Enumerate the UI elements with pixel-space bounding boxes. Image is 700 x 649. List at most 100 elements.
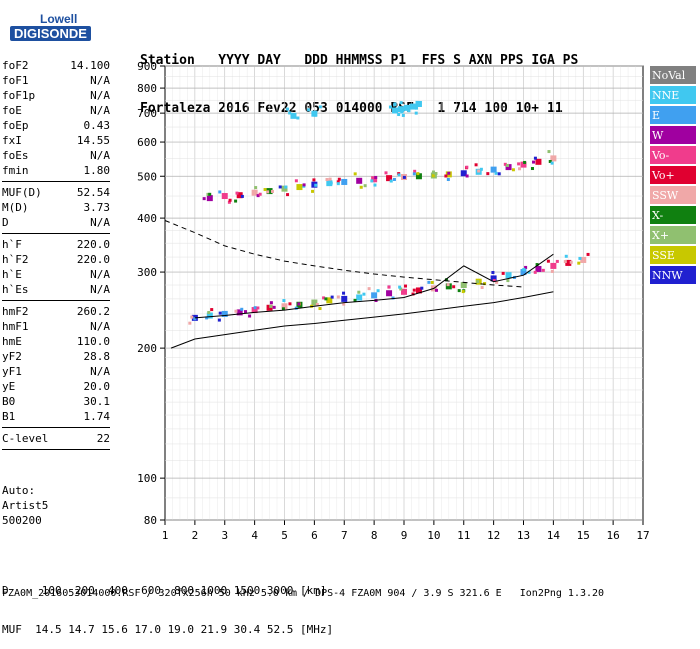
echo-point [578, 256, 582, 260]
echo-point [476, 280, 480, 284]
echo-point [586, 252, 590, 256]
echo-point [495, 280, 499, 284]
echo-point [312, 178, 316, 182]
param-label: hmF2 [2, 305, 29, 318]
echo-point [290, 112, 297, 119]
echo-point [522, 267, 526, 271]
echo-point [444, 278, 448, 282]
x-tick-label: 13 [517, 529, 530, 542]
echo-point [412, 288, 416, 292]
echo-point [407, 109, 411, 113]
x-tick-label: 4 [251, 529, 258, 542]
logo-digisonde-text: DIGISONDE [10, 26, 91, 41]
echo-point [474, 163, 478, 167]
echo-point [398, 106, 405, 113]
param-value: 0.43 [83, 119, 111, 132]
echo-point [318, 307, 322, 311]
param-value: 52.54 [76, 186, 110, 199]
y-tick-label: 300 [137, 266, 157, 279]
param-label: yF1 [2, 365, 22, 378]
legend-item-x: X- [650, 206, 696, 226]
echo-point [434, 172, 438, 176]
echo-point [208, 192, 212, 196]
param-label: foF1p [2, 89, 36, 102]
echo-point [272, 305, 276, 309]
y-tick-label: 200 [137, 342, 157, 355]
echo-point [389, 179, 393, 183]
echo-point [506, 279, 510, 283]
echo-point [533, 270, 537, 274]
echo-point [269, 301, 273, 305]
echo-point [546, 259, 550, 263]
param-label: h`E [2, 268, 22, 281]
echo-point [206, 312, 213, 319]
echo-point [254, 186, 258, 190]
echo-point [532, 160, 536, 164]
echo-point [411, 292, 415, 296]
echo-point [286, 107, 290, 111]
echo-point [342, 291, 346, 295]
echo-point [523, 160, 527, 164]
echo-point [253, 306, 257, 310]
echo-point [399, 287, 403, 291]
echo-point [234, 309, 238, 313]
echo-point [431, 174, 435, 178]
auto-code: 500200 [2, 514, 42, 527]
x-tick-label: 8 [371, 529, 378, 542]
param-row: foEs N/A [2, 148, 110, 163]
x-tick-label: 12 [487, 529, 500, 542]
echo-point [240, 194, 244, 198]
echo-point [550, 269, 554, 273]
echo-point [263, 188, 267, 192]
param-value: N/A [90, 283, 110, 296]
echo-point [357, 290, 361, 294]
x-tick-label: 5 [281, 529, 288, 542]
param-label: B0 [2, 395, 16, 408]
trace-trace-lower [170, 291, 554, 349]
echo-point [270, 189, 274, 193]
echo-point [392, 177, 396, 181]
param-separator [2, 181, 110, 182]
x-tick-label: 7 [341, 529, 348, 542]
echo-point [218, 311, 222, 315]
echo-point [371, 176, 378, 183]
echo-point [427, 280, 431, 284]
echo-point [520, 269, 527, 276]
echo-point [218, 190, 222, 194]
echo-point [359, 185, 363, 189]
echo-point [223, 312, 227, 316]
echo-point [325, 178, 329, 182]
x-tick-label: 6 [311, 529, 318, 542]
muf-table: D 100 200 400 600 800 1000 1500 3000 [km… [2, 558, 333, 649]
echo-point [205, 316, 209, 320]
echo-point [492, 279, 496, 283]
echo-point [373, 183, 377, 187]
y-tick-label: 900 [137, 60, 157, 73]
echo-point [533, 156, 537, 160]
echo-point [353, 298, 357, 302]
param-label: B1 [2, 410, 16, 423]
echo-point [392, 107, 399, 114]
legend-item-noval: NoVal [650, 66, 696, 86]
param-row: M(D) 3.73 [2, 200, 110, 215]
echo-point [311, 110, 318, 117]
param-value: 110.0 [76, 335, 110, 348]
echo-point [577, 261, 581, 265]
echo-point [286, 193, 290, 197]
echo-point [555, 259, 559, 263]
echo-point [415, 287, 422, 294]
echo-point [397, 113, 401, 117]
echo-point [296, 184, 303, 191]
param-label: h`F2 [2, 253, 29, 266]
param-separator [2, 233, 110, 234]
echo-point [281, 185, 288, 192]
echo-point [520, 161, 527, 168]
echo-point [322, 296, 326, 300]
param-separator [2, 449, 110, 450]
param-separator [2, 300, 110, 301]
echo-point [490, 166, 497, 173]
echo-point [445, 283, 452, 290]
echo-point [547, 150, 551, 154]
echo-point [393, 102, 397, 106]
echo-point [284, 185, 288, 189]
